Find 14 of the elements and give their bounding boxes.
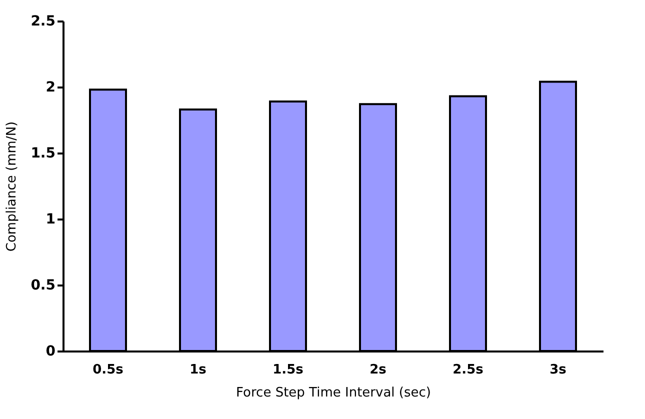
y-axis-title: Compliance (mm/N)	[4, 121, 20, 252]
y-tick-label: 1.5	[30, 146, 56, 162]
x-tick-label: 1s	[190, 362, 207, 378]
x-tick-label: 2.5s	[452, 362, 484, 378]
x-tick-label: 3s	[550, 362, 567, 378]
y-tick-label: 0	[46, 344, 56, 360]
y-tick-label: 2	[46, 80, 56, 96]
y-tick-label: 2.5	[30, 14, 56, 30]
x-axis-title: Force Step Time Interval (sec)	[236, 386, 431, 400]
y-tick-label: 1	[46, 212, 56, 228]
y-tick-label: 0.5	[30, 278, 56, 294]
x-tick-label: 1.5s	[272, 362, 304, 378]
x-tick-label: 0.5s	[92, 362, 124, 378]
x-tick-label: 2s	[370, 362, 387, 378]
